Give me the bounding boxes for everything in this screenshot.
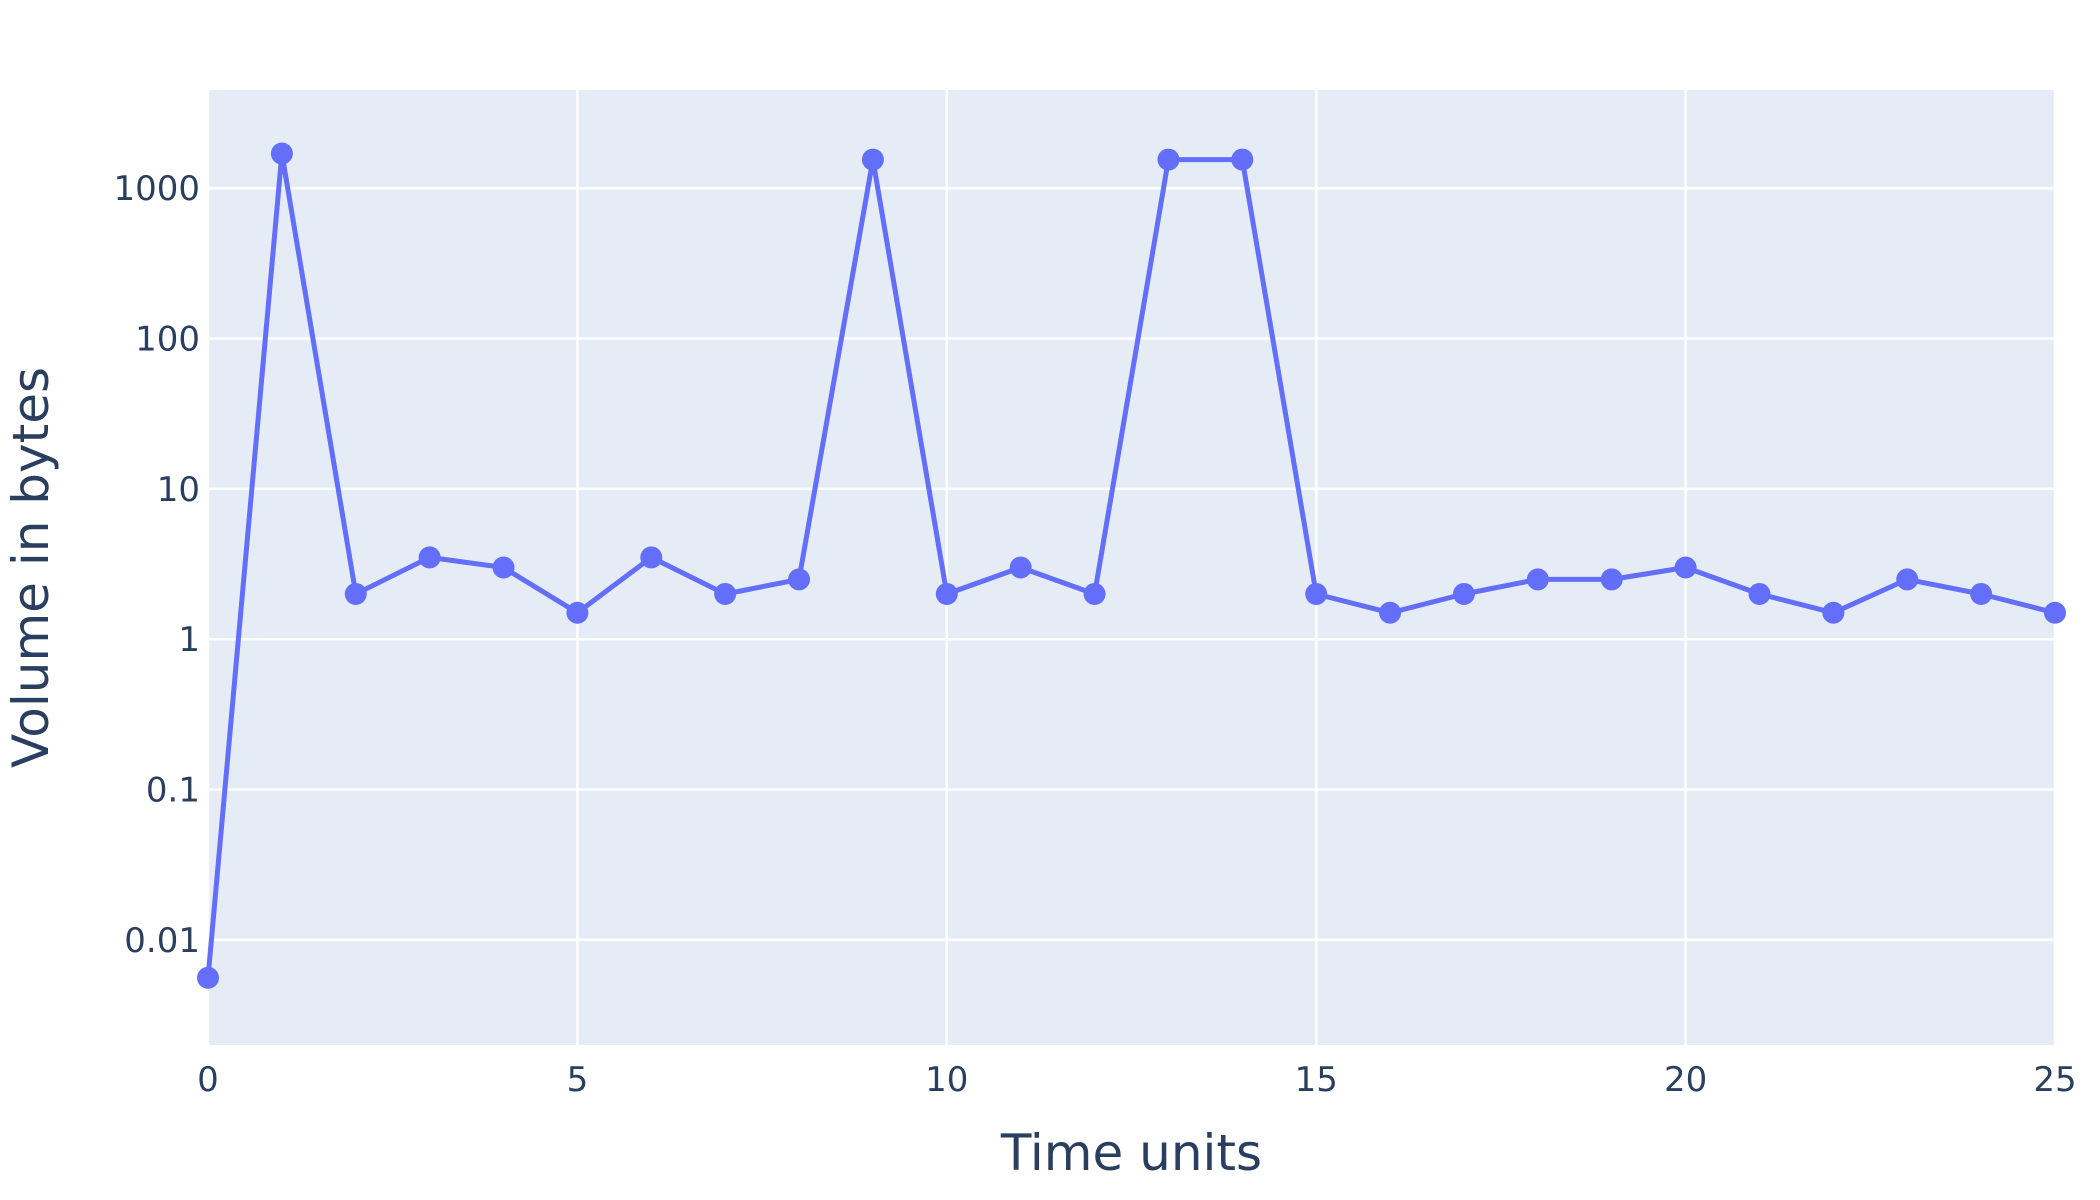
data-point bbox=[1822, 601, 1845, 624]
y-tick-labels: 0.01 0.1 1 10 100 1000 bbox=[113, 169, 200, 961]
data-point bbox=[1009, 556, 1032, 579]
data-point bbox=[492, 556, 515, 579]
x-tick-label: 0 bbox=[197, 1060, 219, 1100]
series-layer bbox=[197, 142, 2066, 989]
data-point bbox=[1526, 568, 1549, 591]
series-line bbox=[205, 151, 2056, 979]
data-point bbox=[1896, 568, 1919, 591]
x-axis-title: Time units bbox=[1000, 1124, 1262, 1182]
data-point bbox=[1231, 148, 1254, 171]
data-point bbox=[418, 546, 441, 569]
data-point bbox=[1748, 582, 1771, 605]
x-tick-label: 10 bbox=[925, 1060, 968, 1100]
data-point bbox=[197, 966, 219, 989]
data-point bbox=[1157, 148, 1180, 171]
y-tick-label: 1 bbox=[178, 620, 200, 660]
data-point bbox=[1083, 582, 1106, 605]
x-tick-label: 20 bbox=[1664, 1060, 1707, 1100]
y-tick-label: 10 bbox=[157, 470, 200, 510]
x-tick-label: 15 bbox=[1295, 1060, 1338, 1100]
x-gridlines bbox=[206, 90, 2057, 1045]
data-point bbox=[640, 546, 663, 569]
data-point bbox=[1379, 601, 1402, 624]
y-tick-label: 1000 bbox=[113, 169, 200, 209]
data-point bbox=[566, 601, 589, 624]
x-tick-label: 25 bbox=[2033, 1060, 2076, 1100]
data-point bbox=[861, 148, 884, 171]
data-point bbox=[788, 568, 811, 591]
data-point bbox=[1600, 568, 1623, 591]
plot-area bbox=[208, 90, 2055, 1045]
data-point bbox=[714, 582, 737, 605]
data-point bbox=[935, 582, 958, 605]
y-axis-title: Volume in bytes bbox=[2, 367, 60, 768]
data-point bbox=[2044, 601, 2066, 624]
y-tick-label: 0.01 bbox=[124, 921, 200, 961]
y-gridlines bbox=[208, 186, 2055, 942]
data-point bbox=[1970, 582, 1993, 605]
data-point bbox=[1452, 582, 1475, 605]
data-point bbox=[1674, 556, 1697, 579]
y-tick-label: 0.1 bbox=[146, 771, 200, 811]
x-tick-labels: 0 5 10 15 20 25 bbox=[197, 1060, 2076, 1100]
data-point bbox=[270, 142, 293, 165]
y-tick-label: 100 bbox=[135, 320, 200, 360]
x-tick-label: 5 bbox=[567, 1060, 589, 1100]
data-point bbox=[1305, 582, 1328, 605]
data-point bbox=[344, 582, 367, 605]
